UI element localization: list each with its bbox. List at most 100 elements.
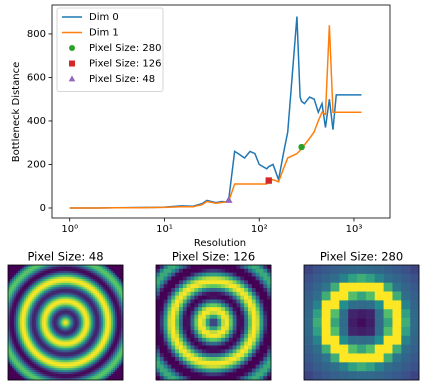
pixel (97, 307, 99, 309)
pixel (240, 357, 244, 361)
pixel (83, 307, 85, 309)
pixel (26, 319, 28, 321)
pixel (12, 362, 14, 364)
pixel (56, 273, 58, 275)
pixel (260, 292, 264, 296)
pixel (225, 323, 229, 327)
pixel (52, 354, 54, 356)
pixel (64, 362, 66, 364)
pixel (44, 346, 46, 348)
pixel (46, 319, 48, 321)
pixel (26, 364, 28, 366)
pixel (18, 273, 20, 275)
pixel (206, 372, 210, 376)
pixel (30, 368, 32, 370)
pixel (42, 279, 44, 281)
pixel (38, 356, 40, 358)
pixel (179, 365, 183, 369)
pixel (34, 376, 36, 378)
pixel (28, 346, 30, 348)
pixel (56, 324, 58, 326)
pixel (75, 350, 77, 352)
pixel (81, 313, 83, 315)
pixel (366, 353, 375, 362)
pixel (24, 267, 26, 269)
pixel (58, 334, 60, 336)
pixel (103, 354, 105, 356)
pixel (14, 376, 16, 378)
pixel (64, 332, 66, 334)
pixel (198, 284, 202, 288)
pixel (103, 356, 105, 358)
pixel (111, 283, 113, 285)
pixel (392, 327, 401, 336)
pixel (233, 307, 237, 311)
pixel (38, 346, 40, 348)
pixel (10, 326, 12, 328)
pixel (221, 319, 225, 323)
pixel (191, 311, 195, 315)
pixel (237, 361, 241, 365)
pixel (91, 315, 93, 317)
pixel (48, 311, 50, 313)
pixel (34, 366, 36, 368)
pixel (30, 309, 32, 311)
pixel (60, 358, 62, 360)
pixel (171, 326, 175, 330)
pixel (58, 346, 60, 348)
pixel (54, 326, 56, 328)
pixel (42, 273, 44, 275)
pixel (113, 321, 115, 323)
pixel (71, 287, 73, 289)
pixel (175, 326, 179, 330)
pixel (32, 273, 34, 275)
pixel (119, 283, 121, 285)
pixel (56, 370, 58, 372)
pixel (20, 340, 22, 342)
pixel (81, 354, 83, 356)
pixel (40, 330, 42, 332)
pixel (67, 271, 69, 273)
pixel (244, 349, 248, 353)
pixel (171, 303, 175, 307)
pixel (111, 334, 113, 336)
pixel (217, 326, 221, 330)
pixel (77, 295, 79, 297)
pixel (160, 315, 164, 319)
pixel (95, 354, 97, 356)
pixel (64, 267, 66, 269)
pixel (304, 300, 313, 309)
pixel (115, 368, 117, 370)
pixel (36, 309, 38, 311)
pixel (28, 273, 30, 275)
pixel (229, 361, 233, 365)
pixel (117, 360, 119, 362)
pixel (119, 372, 121, 374)
pixel (48, 293, 50, 295)
pixel (119, 319, 121, 321)
pixel (62, 352, 64, 354)
pixel (62, 309, 64, 311)
pixel (36, 305, 38, 307)
pixel (40, 305, 42, 307)
pixel (119, 309, 121, 311)
pixel (384, 274, 393, 283)
pixel (16, 293, 18, 295)
pixel (64, 283, 66, 285)
pixel (101, 348, 103, 350)
pixel (46, 350, 48, 352)
pixel (38, 370, 40, 372)
pixel (97, 346, 99, 348)
pixel (52, 323, 54, 325)
pixel (89, 366, 91, 368)
pixel (14, 342, 16, 344)
pixel (95, 334, 97, 336)
pixel (107, 370, 109, 372)
pixel (54, 271, 56, 273)
pixel (248, 265, 252, 269)
pixel (66, 323, 68, 325)
pixel (56, 334, 58, 336)
pixel (210, 315, 214, 319)
pixel (109, 267, 111, 269)
pixel (93, 358, 95, 360)
